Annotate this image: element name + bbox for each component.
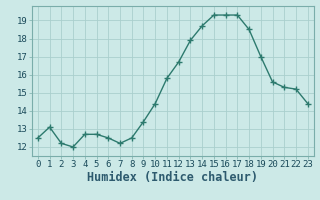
X-axis label: Humidex (Indice chaleur): Humidex (Indice chaleur) — [87, 171, 258, 184]
